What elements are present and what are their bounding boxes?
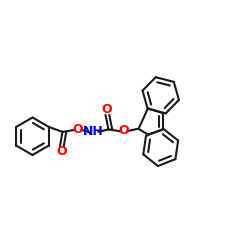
- Text: O: O: [56, 146, 66, 158]
- Text: NH: NH: [82, 125, 103, 138]
- Text: O: O: [118, 124, 129, 137]
- Text: O: O: [73, 122, 83, 136]
- Text: O: O: [102, 103, 112, 116]
